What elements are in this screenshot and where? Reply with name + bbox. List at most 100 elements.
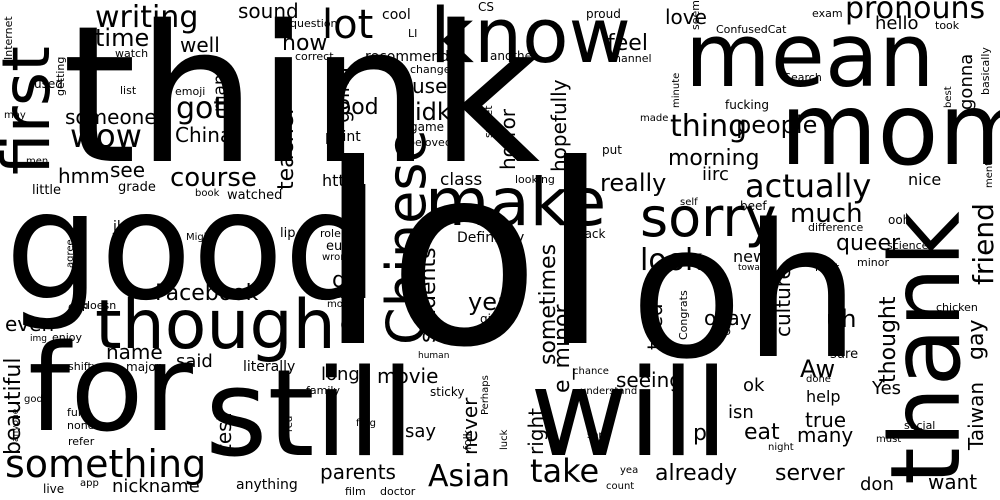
word-queer: queer — [836, 231, 901, 256]
word-for: for — [28, 320, 193, 459]
word-role: role — [320, 227, 341, 240]
word-move: move — [327, 299, 355, 310]
word-exam: exam — [812, 7, 843, 20]
word-aw: Aw — [800, 355, 836, 383]
word-proud: proud — [586, 7, 621, 21]
word-chance: chance — [573, 366, 609, 377]
word-make: make — [425, 164, 607, 241]
word-confusedcat: ConfusedCat — [716, 23, 787, 36]
word-seeing: seeing — [616, 368, 682, 392]
word-self: self — [680, 197, 698, 208]
word-congrats: Congrats — [677, 290, 690, 340]
word-perhaps: Perhaps — [480, 375, 491, 415]
word-oh: oh — [630, 184, 861, 400]
word-grade: grade — [118, 180, 156, 195]
word-god: god — [24, 394, 43, 405]
word-time: time — [95, 24, 150, 52]
word-mom: mom — [780, 71, 1000, 188]
word-folk: folk — [461, 429, 474, 450]
word-food: food — [330, 95, 379, 120]
word-recommend: recommend — [365, 49, 449, 65]
word-server: server — [775, 461, 845, 486]
word-basically: basically — [979, 47, 992, 95]
word-girl: girl — [480, 312, 500, 326]
word-anyone: anyone — [11, 408, 21, 442]
word-cs: CS — [478, 0, 494, 14]
word-many: many — [797, 423, 854, 447]
word-parents: parents — [320, 460, 396, 484]
word-fun: fun — [67, 406, 85, 419]
word-minute: minute — [671, 72, 682, 108]
word-look: look — [640, 243, 703, 278]
word-well: well — [180, 33, 220, 57]
word-family: family — [306, 384, 340, 397]
word-fucking: fucking — [725, 98, 769, 112]
word-e_minor: e_minor — [550, 304, 575, 393]
word-feel: feel — [607, 31, 648, 56]
word-luck: luck — [499, 429, 510, 450]
word-minor: minor — [857, 256, 889, 269]
word-li: LI — [408, 27, 418, 40]
word-gay: gay — [964, 319, 989, 360]
word-said: said — [176, 351, 213, 372]
word-movie: movie — [377, 364, 439, 388]
word-going: going — [330, 67, 354, 123]
word-u: u — [758, 271, 783, 285]
word-lot: lot — [322, 2, 374, 48]
word-much: much — [790, 199, 863, 229]
word-may: may — [4, 110, 26, 121]
word-doctor: doctor — [380, 485, 416, 498]
word-see: see — [110, 158, 146, 182]
word-game: game — [410, 120, 445, 134]
word-actually: actually — [745, 167, 872, 205]
word-lip: lip — [280, 226, 296, 241]
word-long: long — [321, 364, 360, 385]
word-don: don — [860, 474, 894, 495]
word-though: though — [95, 286, 336, 365]
word-change: change — [410, 63, 451, 76]
word-beloved: beloved — [408, 136, 452, 149]
word-yea: yea — [620, 465, 639, 476]
word-jk: jk — [113, 219, 125, 235]
word-emoji: emoji — [175, 85, 206, 98]
word-point: point — [325, 129, 361, 145]
word-sound: sound — [238, 0, 299, 23]
word-asian: Asian — [428, 459, 510, 494]
word-refer: refer — [68, 435, 95, 448]
word-another: another — [490, 49, 537, 63]
word-men: men — [26, 156, 49, 167]
word-book: book — [195, 188, 220, 199]
word-science: science — [887, 239, 929, 252]
word-mentioned: mentioned — [984, 134, 995, 188]
word-song: song — [587, 430, 612, 441]
word-cool: cool — [382, 7, 411, 23]
word-help: help — [806, 387, 841, 406]
word-already: already — [655, 461, 738, 486]
word-great: great — [320, 290, 347, 301]
word-think: think — [62, 0, 541, 206]
word-will: will — [530, 345, 729, 484]
word-say: say — [405, 421, 437, 442]
word-know: know — [430, 0, 631, 80]
word-doesn: doesn — [83, 299, 117, 312]
word-morning: morning — [668, 146, 760, 171]
word-pronouns: pronouns — [845, 0, 986, 26]
word-internet: Internet — [2, 16, 15, 60]
word-looking: looking — [515, 173, 555, 186]
word-literally: literally — [243, 359, 296, 375]
word-difference: difference — [808, 221, 864, 234]
word-next: next — [815, 261, 840, 274]
word-thing: thing — [670, 109, 748, 144]
word-towards: towards — [738, 263, 774, 273]
word-getting-v: getting — [54, 56, 67, 96]
word-taiwan: Taiwan — [964, 381, 988, 450]
word-live: live — [43, 482, 65, 496]
word-sure: sure — [830, 347, 859, 362]
word-used: used — [34, 77, 63, 91]
word-little: little — [32, 183, 62, 198]
word-true: true — [805, 408, 847, 432]
word-sticky: sticky — [430, 385, 465, 399]
word-shifty: shifty — [68, 360, 99, 373]
word-d: d — [332, 268, 346, 293]
